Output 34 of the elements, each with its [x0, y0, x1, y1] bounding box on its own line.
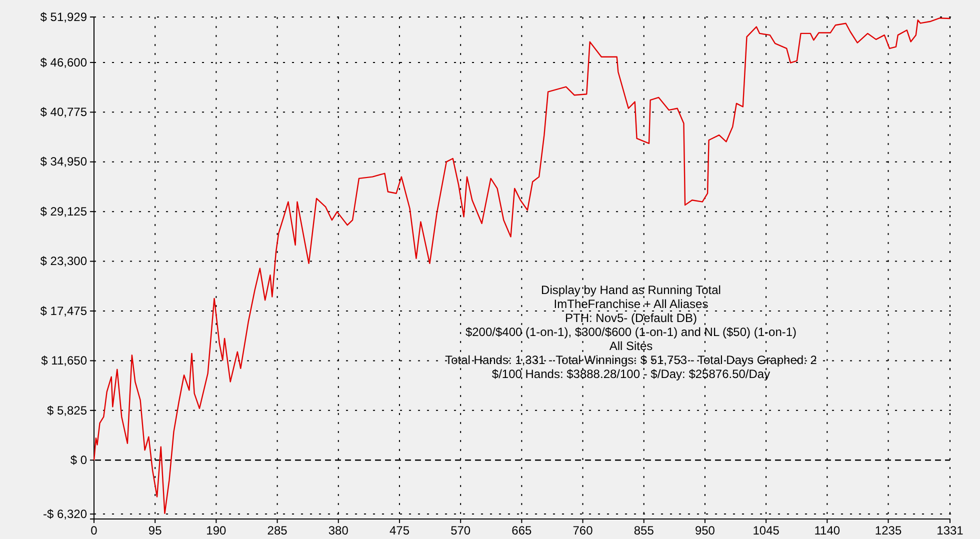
- annotation: All Sites: [609, 339, 653, 353]
- annotation: PTH: Nov5- (Default DB): [564, 311, 698, 325]
- y-tick-label: $ 40,775: [40, 105, 88, 120]
- x-tick-label: 950: [694, 524, 716, 538]
- x-tick-label: 380: [328, 524, 349, 538]
- annotation: $/100 Hands: $3888.28/100 - $/Day: $25876.50/Day: [492, 367, 770, 381]
- x-tick-label: 95: [148, 524, 162, 538]
- x-tick-label: 570: [450, 524, 471, 538]
- line-series: [93, 18, 951, 514]
- y-tick-label: $ 29,125: [40, 204, 88, 218]
- y-tick-label: $ 34,950: [40, 154, 88, 169]
- y-tick-label: $ 11,650: [41, 354, 88, 368]
- y-tick-label: $ 0: [70, 452, 88, 467]
- annotation: ImTheFranchise + All Aliases: [554, 297, 708, 311]
- x-tick-label: 855: [634, 524, 654, 538]
- x-tick-label: 760: [572, 524, 594, 538]
- y-tick-label: $ 5,825: [46, 403, 88, 418]
- y-tick-label: $ 51,929: [40, 10, 88, 24]
- annotation: $200/$400 (1-on-1), $300/$600 (1-on-1) and NL ($50) (1-on-1): [465, 325, 797, 339]
- x-tick-label: 1140: [814, 524, 840, 538]
- x-tick-label: 1045: [752, 524, 780, 538]
- x-tick-label: 1331: [936, 524, 964, 538]
- annotation: Total Hands: 1,331 - Total Winnings: $ 51,753 - Total Days Graphed: 2: [445, 353, 818, 367]
- annotation: Display by Hand as Running Total: [541, 283, 721, 297]
- x-tick-label: 1235: [874, 524, 902, 538]
- x-tick-label: 190: [206, 524, 227, 538]
- x-tick-label: 0: [90, 524, 98, 538]
- y-tick-label: $ 46,600: [40, 55, 88, 70]
- y-tick-label: $ 23,300: [40, 254, 88, 268]
- x-tick-label: 665: [512, 524, 532, 538]
- y-tick-label: $ 17,475: [40, 304, 88, 318]
- y-tick-label: -$ 6,320: [42, 506, 88, 521]
- x-tick-label: 285: [267, 524, 288, 538]
- x-tick-label: 475: [389, 524, 410, 538]
